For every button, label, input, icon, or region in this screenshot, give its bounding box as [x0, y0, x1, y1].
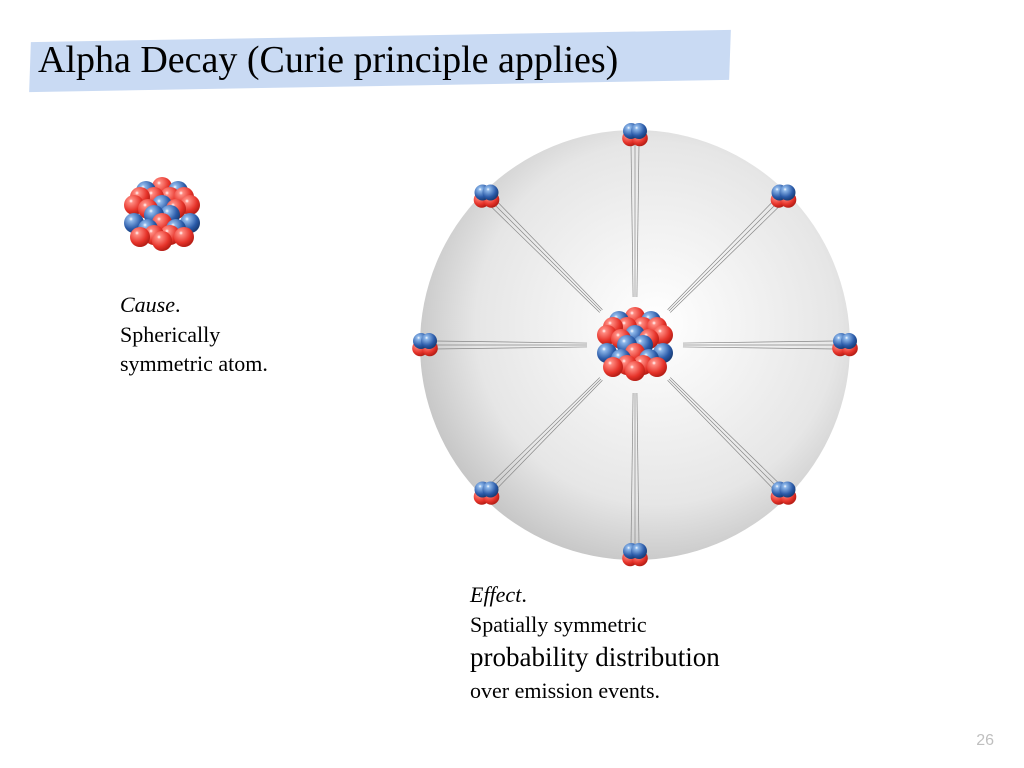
cause-caption: Cause. Spherically symmetric atom. — [120, 290, 340, 379]
page-number: 26 — [976, 732, 994, 750]
cause-line1: Spherically — [120, 322, 220, 347]
effect-heading: Effect — [470, 582, 521, 607]
effect-line1: Spatially symmetric — [470, 612, 647, 637]
effect-big: probability distribution — [470, 642, 720, 672]
cause-line2: symmetric atom. — [120, 351, 268, 376]
effect-line2: over emission events. — [470, 678, 660, 703]
effect-caption: Effect. Spatially symmetric probability … — [470, 580, 870, 706]
cause-heading: Cause — [120, 292, 175, 317]
